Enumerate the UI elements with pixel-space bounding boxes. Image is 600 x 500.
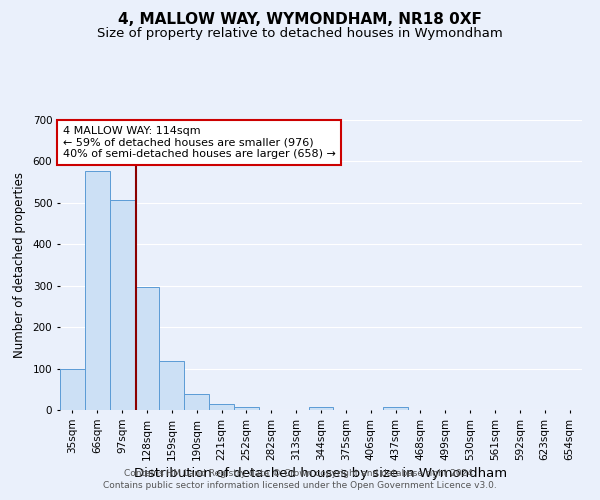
Bar [308, 406, 334, 410]
Bar [209, 404, 234, 410]
X-axis label: Distribution of detached houses by size in Wymondham: Distribution of detached houses by size … [134, 466, 508, 479]
Bar [184, 394, 209, 410]
Bar [234, 406, 259, 410]
Text: Size of property relative to detached houses in Wymondham: Size of property relative to detached ho… [97, 28, 503, 40]
Bar [60, 368, 85, 410]
Text: Contains HM Land Registry data © Crown copyright and database right 2024.: Contains HM Land Registry data © Crown c… [124, 468, 476, 477]
Bar [383, 406, 408, 410]
Bar [160, 361, 184, 410]
Bar [110, 200, 134, 410]
Text: 4, MALLOW WAY, WYMONDHAM, NR18 0XF: 4, MALLOW WAY, WYMONDHAM, NR18 0XF [118, 12, 482, 28]
Text: Contains public sector information licensed under the Open Government Licence v3: Contains public sector information licen… [103, 481, 497, 490]
Y-axis label: Number of detached properties: Number of detached properties [13, 172, 26, 358]
Text: 4 MALLOW WAY: 114sqm
← 59% of detached houses are smaller (976)
40% of semi-deta: 4 MALLOW WAY: 114sqm ← 59% of detached h… [62, 126, 335, 159]
Bar [85, 172, 110, 410]
Bar [134, 287, 160, 410]
